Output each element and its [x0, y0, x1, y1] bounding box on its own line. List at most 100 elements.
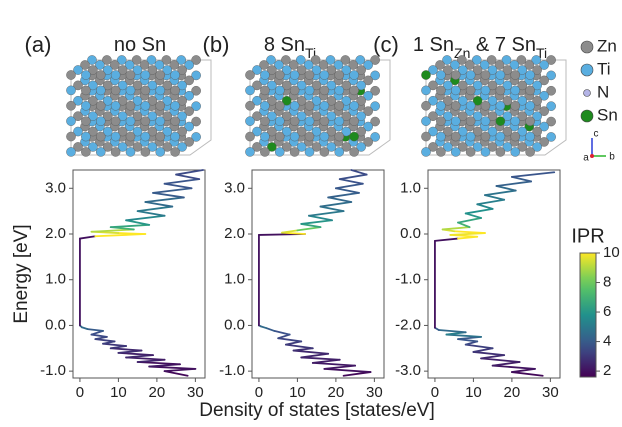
atom [184, 60, 194, 70]
atom [532, 126, 542, 137]
atom [356, 111, 366, 121]
dos-segment [125, 219, 151, 226]
atom [457, 65, 468, 75]
y-tick-label: 3.0 [224, 179, 245, 196]
atom [95, 147, 106, 157]
dos-segment [109, 347, 143, 352]
atom [356, 126, 366, 137]
atom [132, 95, 143, 106]
atom [436, 85, 446, 96]
atom [355, 55, 366, 65]
panel-label: (a) [25, 32, 52, 57]
dos-segment [472, 351, 506, 357]
atom [95, 131, 106, 142]
dos-segment [350, 169, 368, 176]
atom [191, 116, 201, 127]
atom [450, 100, 461, 111]
atom [334, 116, 345, 126]
atom [510, 70, 521, 80]
atom [260, 70, 270, 80]
atom [341, 142, 352, 152]
atom [487, 95, 498, 106]
atom [311, 95, 322, 106]
atom [267, 142, 277, 152]
atom [81, 85, 91, 96]
dos-segment [148, 365, 197, 370]
atom [356, 80, 366, 91]
atom [319, 85, 330, 96]
y-tick-label: -1.0 [40, 362, 66, 379]
title-subscript: Ti [305, 45, 316, 61]
atom [421, 70, 431, 80]
atom [260, 116, 270, 126]
x-tick-label: 0 [255, 384, 263, 401]
atom [125, 70, 136, 80]
atom [304, 116, 315, 126]
atom [546, 132, 556, 142]
atom [465, 70, 476, 80]
y-tick-label: 0.0 [224, 316, 245, 333]
atom [325, 55, 336, 65]
atom [486, 55, 497, 65]
atom [73, 126, 83, 137]
atom [177, 65, 187, 75]
atom [487, 80, 498, 91]
legend-label: Zn [597, 36, 617, 55]
atom [110, 147, 121, 157]
title-text: & 7 Sn [470, 34, 536, 56]
dos-segment [300, 352, 330, 359]
y-tick-label: 3.0 [45, 179, 66, 196]
atom [88, 95, 98, 106]
atom [311, 142, 322, 152]
atom [370, 116, 380, 127]
dos-segment [117, 351, 154, 357]
atom [170, 131, 180, 142]
x-tick-label: 30 [542, 384, 559, 401]
x-tick-label: 10 [289, 384, 306, 401]
atom [66, 131, 76, 142]
atom [509, 60, 520, 70]
atom [304, 147, 315, 157]
colorbar-tick-label: 4 [603, 333, 611, 350]
atom [140, 70, 151, 80]
atom [472, 95, 483, 106]
atom [184, 106, 194, 116]
atom [465, 85, 476, 96]
dos-segment [457, 221, 471, 229]
atom [319, 70, 330, 80]
atom [472, 111, 483, 121]
x-tick-label: 0 [76, 384, 84, 401]
atom [281, 142, 292, 152]
atom [146, 55, 157, 65]
triad-label: c [594, 129, 599, 140]
dos-segment [144, 196, 185, 203]
dos-segment [259, 325, 268, 330]
atom [311, 111, 322, 121]
atom [252, 142, 262, 152]
dos-segment [484, 194, 506, 201]
atom [532, 95, 542, 106]
atom [524, 60, 535, 70]
atom [495, 131, 506, 142]
atom [349, 85, 359, 96]
atom [326, 80, 337, 91]
atom [319, 116, 330, 126]
atom [421, 131, 431, 142]
atom [296, 65, 307, 75]
atom [252, 65, 262, 75]
atom [457, 126, 468, 137]
atom [480, 85, 491, 96]
atom [495, 85, 506, 96]
atom [326, 126, 337, 137]
atom [73, 80, 83, 91]
atom [191, 55, 201, 65]
panel-title: no Sn [114, 34, 166, 56]
dos-segment [472, 347, 494, 353]
atom [464, 60, 475, 70]
title-text: 8 Sn [264, 34, 305, 56]
atom [102, 126, 113, 137]
atom [546, 101, 556, 111]
atom [546, 85, 556, 96]
atom [341, 111, 352, 121]
